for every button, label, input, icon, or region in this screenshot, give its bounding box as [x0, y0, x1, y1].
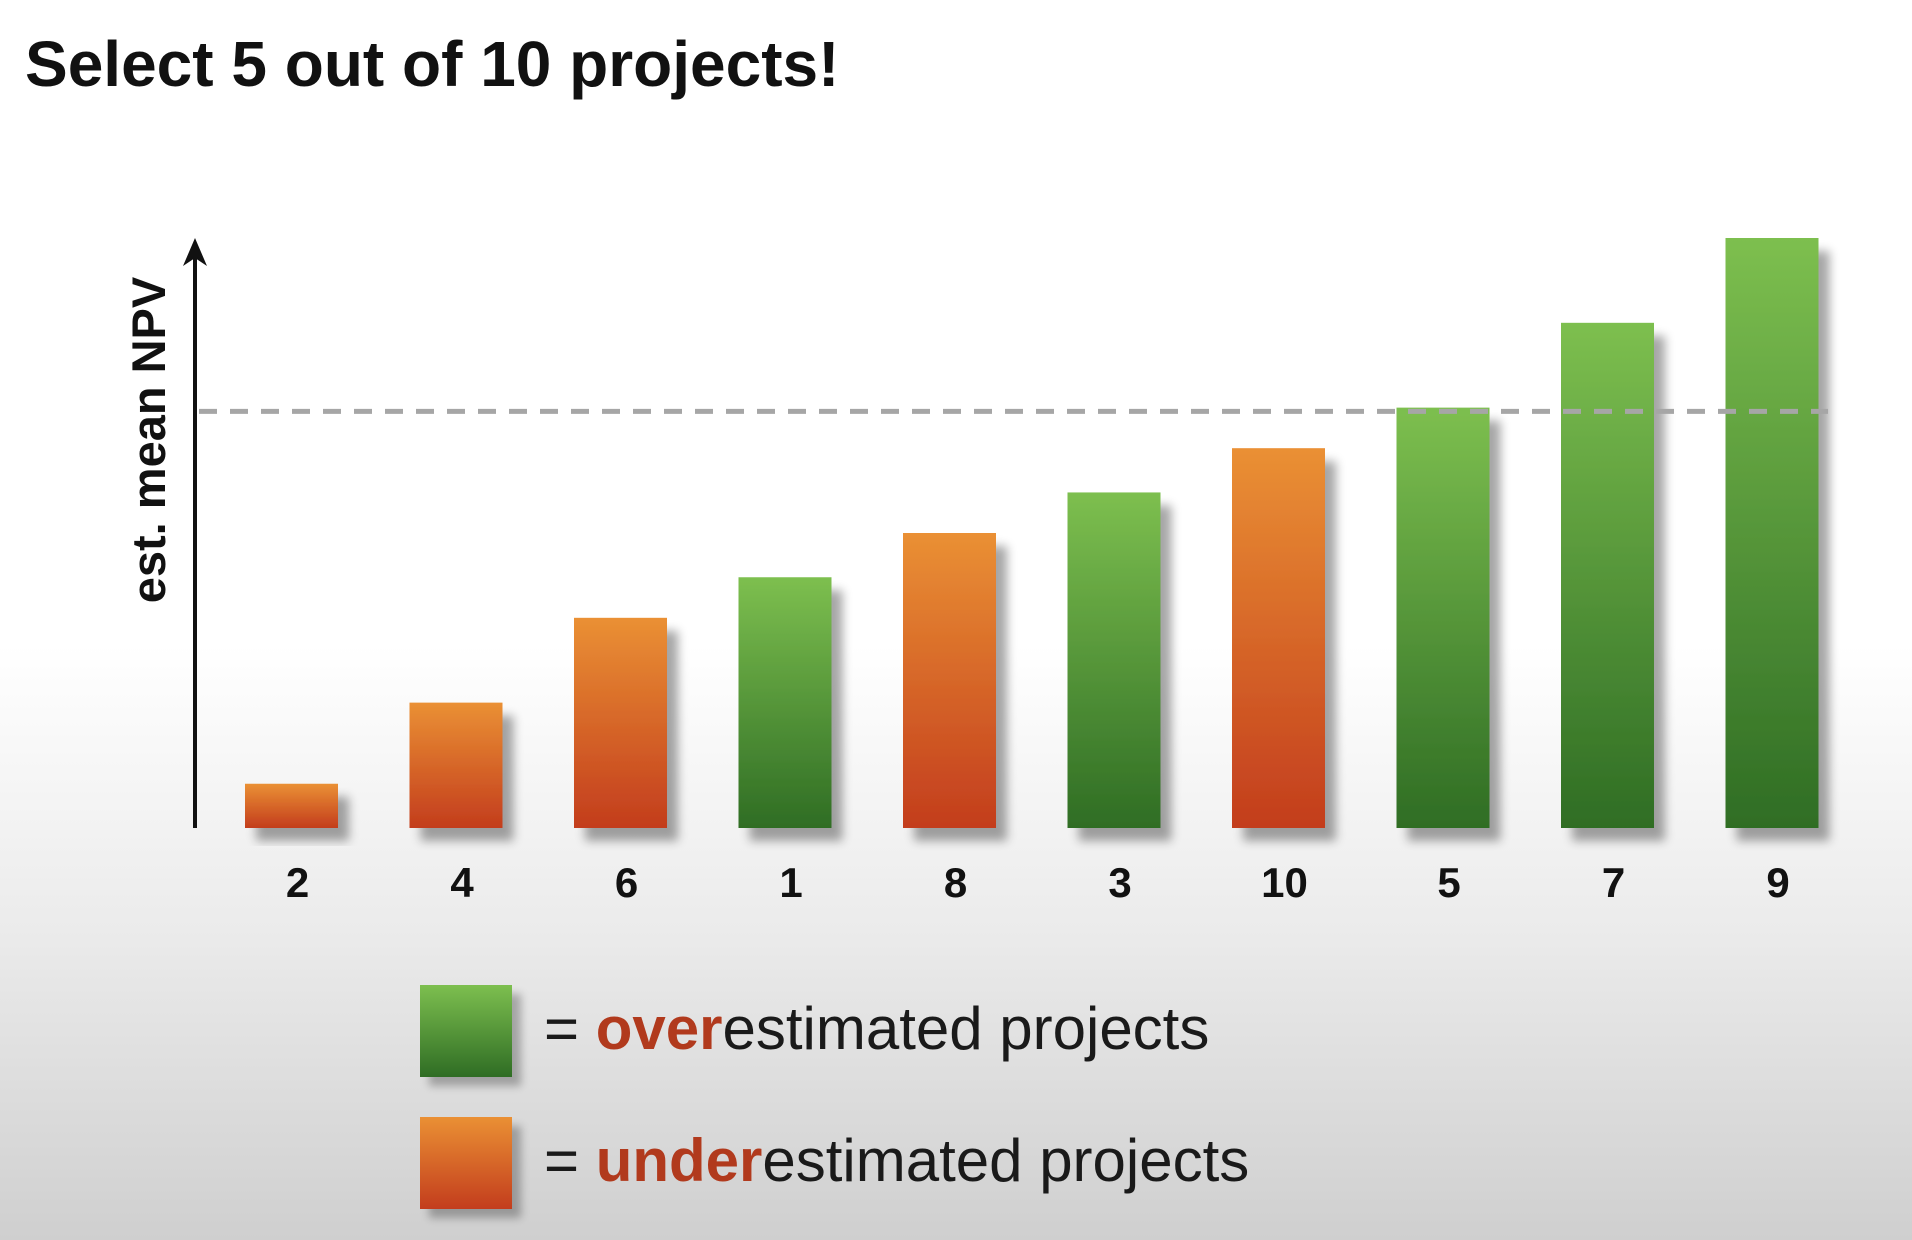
- x-tick-label: 7: [1602, 859, 1625, 906]
- legend-rest: estimated projects: [762, 1127, 1250, 1194]
- x-tick-label: 5: [1437, 859, 1460, 906]
- bar-project-5: [1396, 407, 1490, 828]
- slide-title: Select 5 out of 10 projects!: [25, 28, 840, 100]
- legend-emphasis: over: [595, 995, 723, 1062]
- legend-label-overestimated: = overestimated projects: [544, 993, 1209, 1065]
- legend-swatch-orange: [420, 1117, 512, 1209]
- x-tick-label: 9: [1766, 859, 1789, 906]
- legend-sign: =: [544, 995, 596, 1062]
- x-tick-label: 4: [450, 859, 474, 906]
- bar-project-7: [1561, 322, 1654, 828]
- legend-item-overestimated: = overestimated projects: [420, 985, 1520, 1077]
- legend-label-underestimated: = underestimated projects: [544, 1125, 1249, 1197]
- bar-project-2: [245, 783, 338, 828]
- legend: = overestimated projects = underestimate…: [420, 985, 1520, 1215]
- legend-sign: =: [544, 1127, 596, 1194]
- legend-emphasis: under: [595, 1127, 763, 1194]
- bar-project-8: [903, 533, 996, 828]
- bar-project-4: [409, 702, 503, 828]
- bar-project-3: [1067, 492, 1161, 828]
- legend-swatch-green: [420, 985, 512, 1077]
- bar-chart: est. mean NPV 2 4 6 1 8 3 10 5 7 9: [122, 238, 1828, 906]
- bars-layer: [245, 238, 1819, 828]
- legend-rest: estimated projects: [722, 995, 1210, 1062]
- bar-project-10: [1232, 448, 1325, 828]
- bar-project-1: [738, 577, 832, 828]
- bar-project-9: [1725, 238, 1819, 828]
- x-tick-label: 8: [944, 859, 967, 906]
- legend-item-underestimated: = underestimated projects: [420, 1117, 1520, 1209]
- x-tick-label: 2: [286, 859, 309, 906]
- x-tick-label: 1: [779, 859, 802, 906]
- y-axis-arrow-icon: [183, 238, 207, 266]
- x-tick-label: 6: [615, 859, 638, 906]
- x-tick-labels: 2 4 6 1 8 3 10 5 7 9: [286, 859, 1790, 906]
- y-axis-label: est. mean NPV: [122, 276, 175, 603]
- bar-project-6: [574, 617, 667, 828]
- x-tick-label: 3: [1108, 859, 1131, 906]
- x-tick-label: 10: [1261, 859, 1308, 906]
